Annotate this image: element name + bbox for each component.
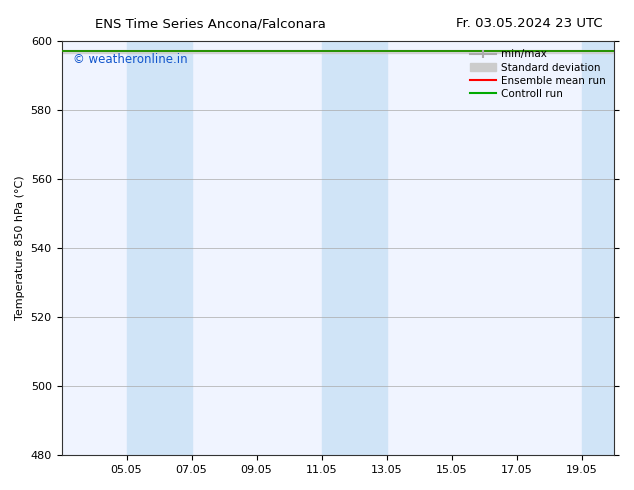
Bar [127,41,191,455]
Text: ENS Time Series Ancona/Falconara: ENS Time Series Ancona/Falconara [95,17,326,30]
Bar [321,41,387,455]
Text: © weatheronline.in: © weatheronline.in [72,53,187,67]
Bar [581,41,614,455]
Y-axis label: Temperature 850 hPa (°C): Temperature 850 hPa (°C) [15,176,25,320]
Legend: min/max, Standard deviation, Ensemble mean run, Controll run: min/max, Standard deviation, Ensemble me… [467,46,609,102]
Text: Fr. 03.05.2024 23 UTC: Fr. 03.05.2024 23 UTC [456,17,603,30]
